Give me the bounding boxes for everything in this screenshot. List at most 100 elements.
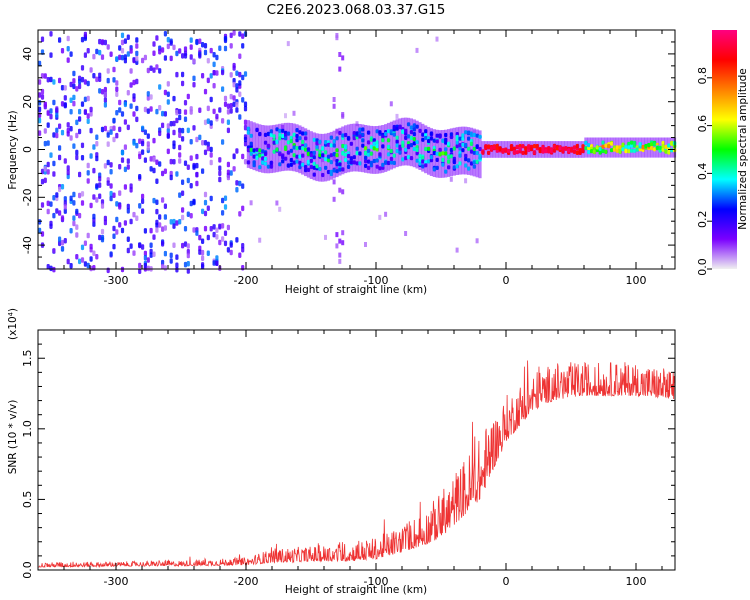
spectrogram-cell (278, 136, 282, 141)
spectrogram-cell (335, 153, 339, 158)
spectrogram-cell (269, 160, 274, 165)
spectrogram-cell (495, 145, 499, 150)
spectrogram-cell (338, 66, 342, 72)
x-tick-label: -300 (104, 274, 129, 287)
spectrogram-cell (38, 130, 42, 136)
spectrogram-cell (80, 244, 85, 251)
spectrogram-cell (269, 129, 274, 134)
spectrogram-cell (226, 247, 230, 253)
spectrogram-cell (238, 114, 242, 120)
spectrogram-cell (332, 139, 336, 144)
spectrogram-cell (570, 148, 574, 153)
spectrogram-cell (249, 147, 253, 152)
spectrogram-cell (415, 47, 419, 53)
spectrogram-cell (389, 129, 394, 134)
spectrogram-cell (49, 223, 53, 229)
spectrogram-cell (223, 230, 228, 236)
spectrogram-cell (52, 132, 56, 138)
spectrogram-cell (404, 147, 408, 152)
spectrogram-cell (161, 263, 165, 270)
spectrogram-cell (258, 165, 262, 170)
spectrogram-cell (341, 189, 345, 195)
spectrogram-cell (315, 138, 319, 143)
spectrogram-cell (66, 169, 70, 176)
spectrogram-cell (103, 97, 107, 103)
spectrogram-cell (232, 95, 236, 101)
spectrogram-cell (338, 167, 342, 172)
spectrogram-cell (369, 160, 374, 165)
colorbar-gradient (712, 30, 737, 269)
spectrogram-cell (266, 143, 271, 148)
spectrogram-cell (587, 143, 591, 148)
spectrogram-cell (146, 265, 150, 272)
spectrogram-cell (335, 169, 339, 174)
spectrogram-cell (281, 159, 285, 164)
spectrogram-cell (341, 112, 345, 117)
spectrogram-cell (455, 140, 459, 145)
spectrogram-cell (238, 80, 242, 86)
spectrogram-cell (132, 79, 136, 86)
spectrogram-cell (298, 154, 302, 159)
colorbar-tick-label: 0.4 (696, 163, 709, 181)
spectrogram-cell (120, 39, 125, 46)
spectrogram-cell (295, 128, 299, 133)
spectrogram-cell (604, 149, 608, 154)
spectrogram-cell (435, 139, 439, 144)
spectrogram-cell (395, 113, 399, 119)
y-tick-label: -20 (21, 188, 34, 206)
spectrogram-cell (366, 152, 371, 157)
spectrogram-cell (258, 237, 262, 243)
spectrogram-cell (638, 142, 642, 147)
spectrogram-cell (212, 231, 216, 238)
spectrogram-cell (292, 132, 296, 137)
spectrogram-cell (441, 162, 445, 167)
spectrogram-cell (441, 138, 445, 143)
spectrogram-cell (189, 183, 193, 189)
spectrogram-cell (46, 77, 50, 83)
spectrogram-cell (98, 49, 102, 56)
spectrogram-cell (326, 142, 331, 147)
spectrogram-cell (46, 110, 50, 116)
spectrogram-cell (100, 89, 105, 95)
spectrogram-cell (358, 127, 362, 132)
spectrogram-cell (412, 141, 417, 146)
spectrogram-cell (141, 149, 145, 155)
spectrogram-cell (235, 180, 239, 186)
spectrogram-cell (209, 152, 213, 158)
spectrogram-cell (80, 36, 85, 43)
spectrogram-cell (123, 38, 127, 44)
spectrogram-cell (201, 208, 205, 215)
spectrogram-cell (249, 200, 253, 206)
spectrogram-cell (469, 131, 474, 136)
spectrogram-cell (80, 155, 85, 161)
spectrogram-cell (435, 133, 439, 138)
spectrogram-cell (467, 166, 471, 171)
spectrogram-cell (324, 234, 327, 240)
spectrogram-cell (221, 118, 225, 124)
spectrogram-cell (169, 219, 173, 225)
spectrogram-cell (318, 139, 322, 144)
spectrogram-cell (335, 35, 339, 41)
spectrogram-cell (630, 148, 634, 153)
spectrogram-cell (209, 146, 213, 153)
spectrogram-cell (358, 124, 362, 172)
spectrogram-cell (95, 134, 99, 140)
spectrogram-cell (112, 136, 116, 143)
spectrogram-cell (135, 37, 139, 43)
spectrogram-cell (378, 166, 382, 171)
spectrogram-cell (192, 227, 196, 233)
x-tick-label: 0 (503, 274, 510, 287)
spectrogram-cell (241, 153, 245, 160)
spectrogram-cell (78, 258, 82, 265)
spectrogram-cell (375, 144, 379, 149)
spectrogram-cell (89, 153, 93, 159)
spectrogram-cell (40, 73, 45, 79)
spectrogram-cell (163, 214, 167, 220)
spectrogram-cell (78, 192, 82, 199)
spectrogram-cell (332, 97, 336, 102)
spectrogram-cell (158, 49, 162, 55)
spectrogram-cell (98, 38, 102, 45)
spectrogram-cell (475, 150, 479, 156)
spectrogram-cell (241, 265, 245, 271)
spectrogram-cell (235, 107, 239, 113)
